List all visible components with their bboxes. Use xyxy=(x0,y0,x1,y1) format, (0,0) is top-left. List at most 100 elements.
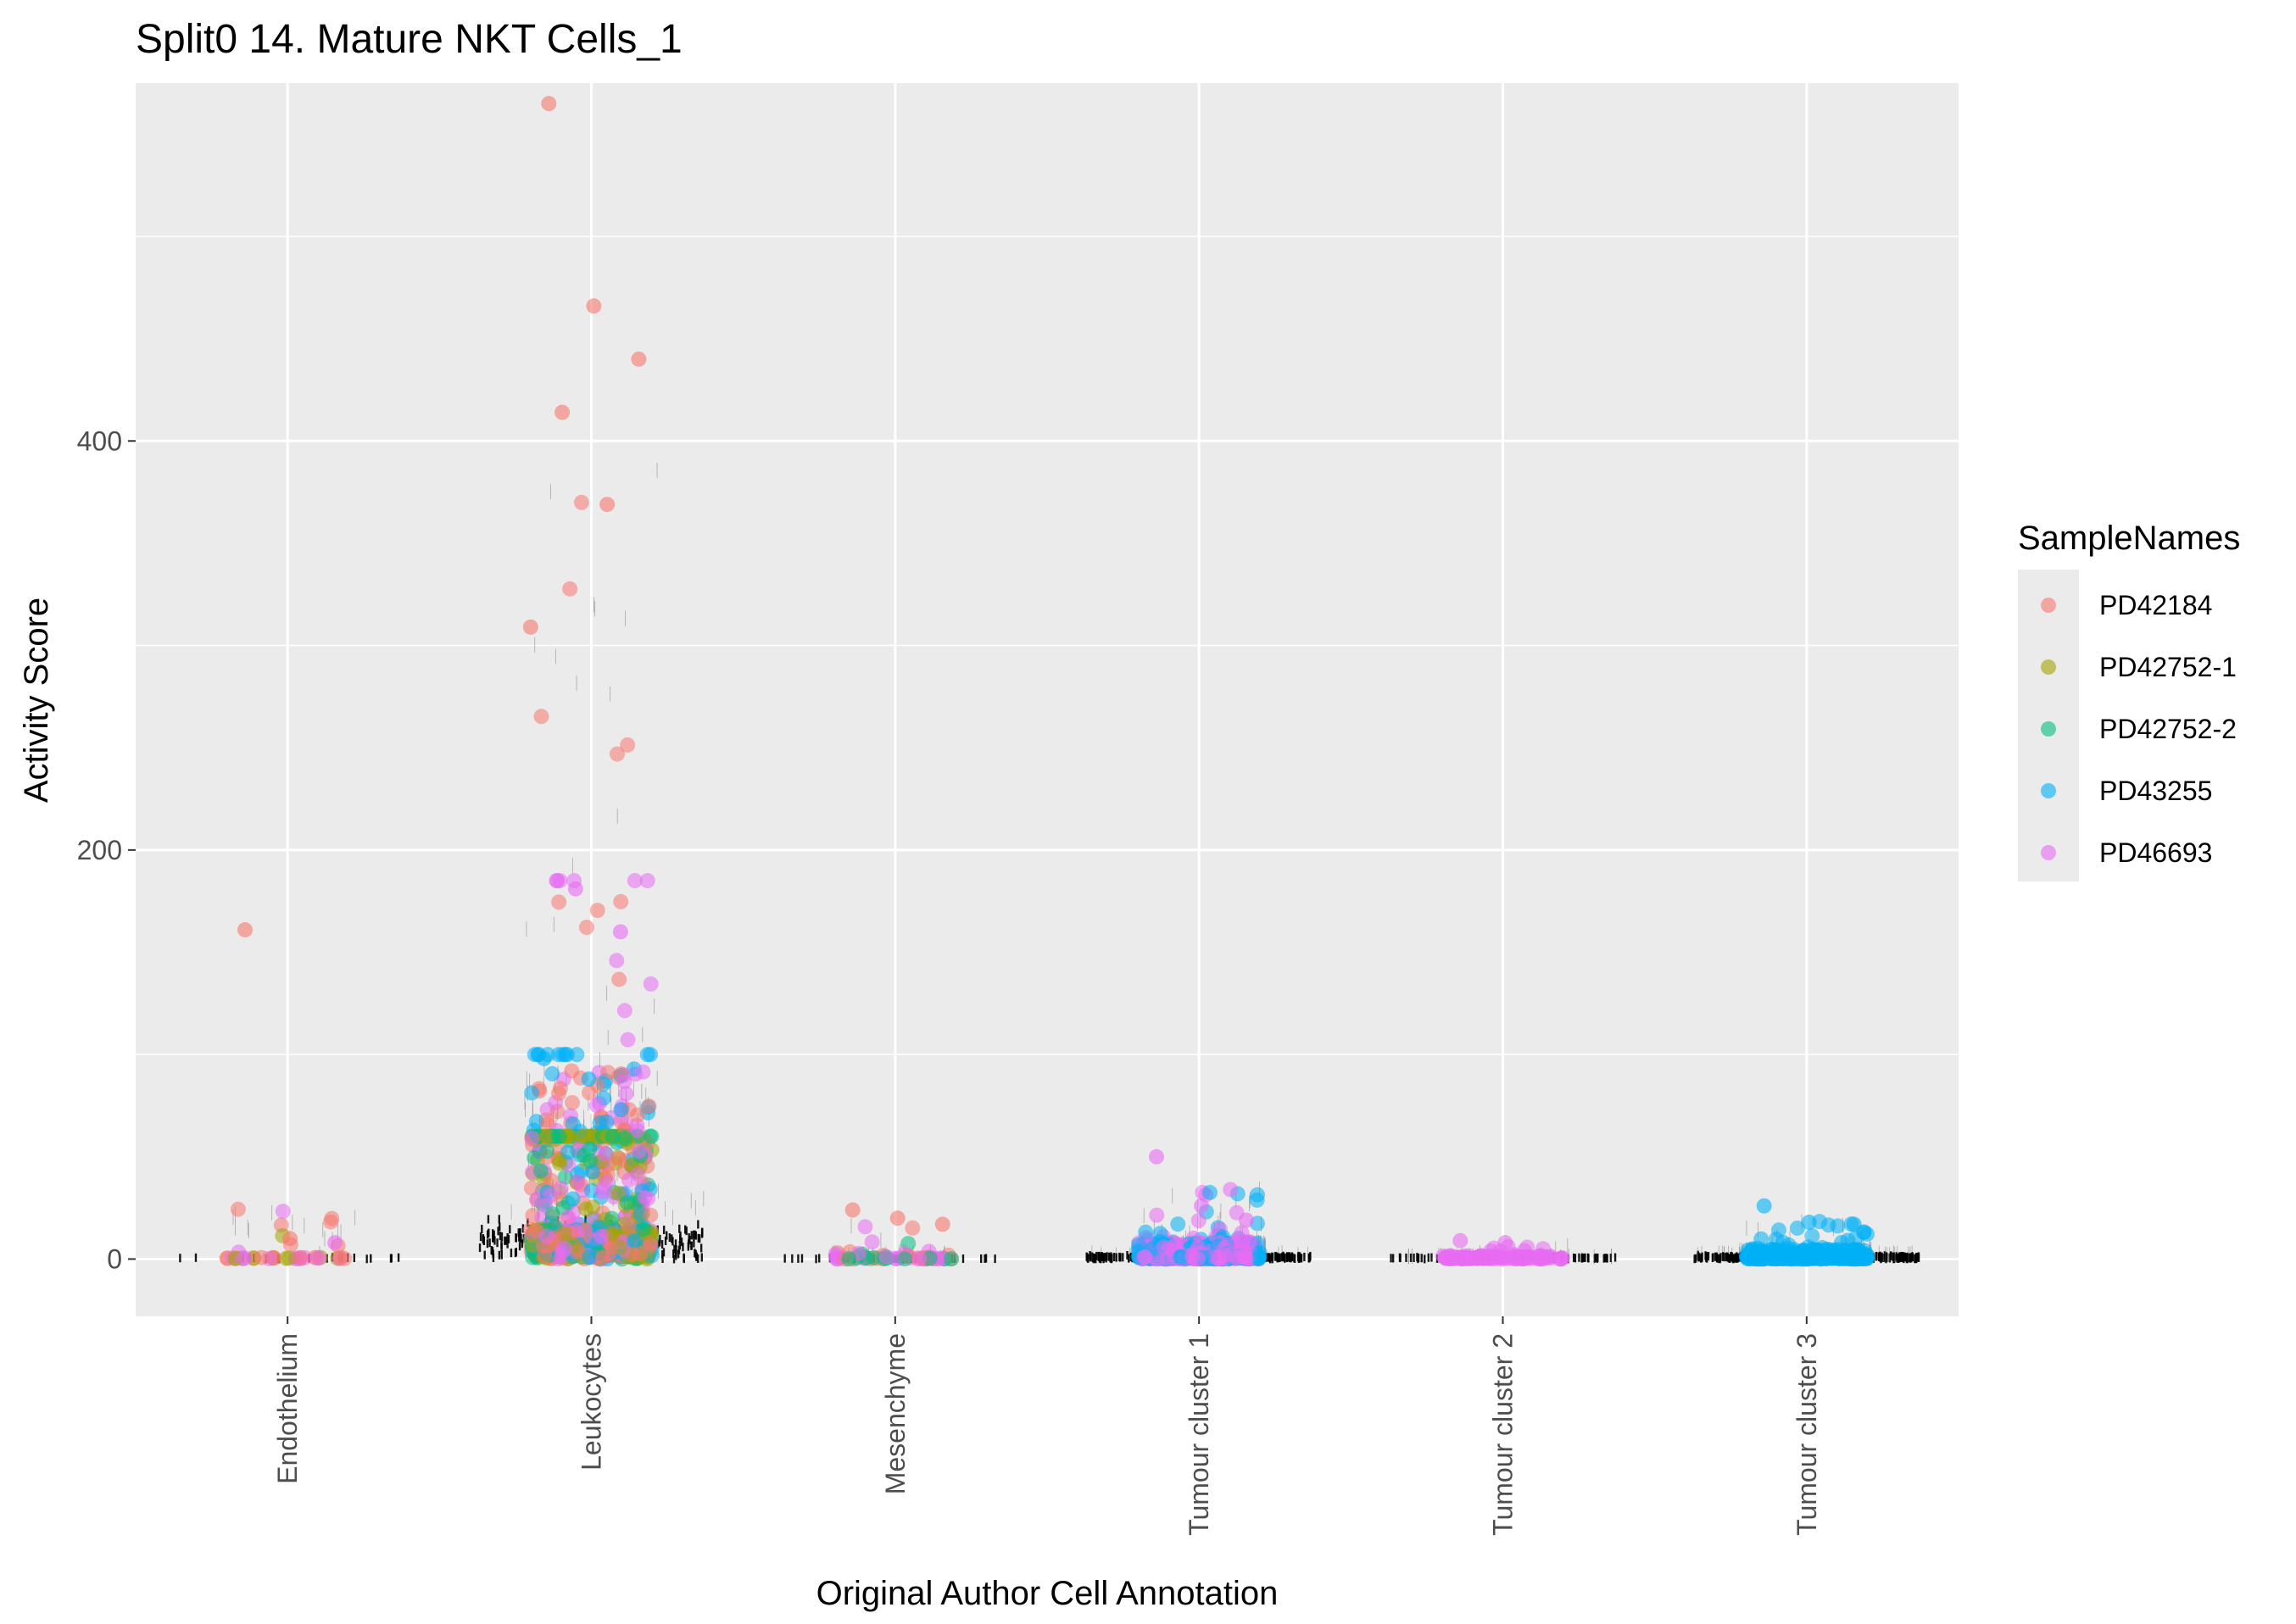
data-point xyxy=(584,1164,600,1180)
data-point xyxy=(565,1191,581,1207)
legend-key-pd42184 xyxy=(2041,598,2056,613)
y-axis-title: Activity Score xyxy=(18,598,55,803)
data-point xyxy=(311,1250,327,1266)
y-tick-label: 400 xyxy=(77,425,122,456)
data-point xyxy=(293,1249,309,1265)
data-point xyxy=(635,1064,651,1080)
data-point xyxy=(562,581,578,597)
data-point xyxy=(254,1249,270,1265)
legend-label: PD42752-2 xyxy=(2099,714,2237,744)
outlier-point xyxy=(844,1202,861,1218)
data-point xyxy=(1156,1239,1172,1255)
data-point xyxy=(337,1250,353,1266)
outlier-point xyxy=(536,1050,552,1066)
data-point xyxy=(1753,1231,1769,1247)
data-point xyxy=(1856,1249,1872,1265)
data-point xyxy=(1804,1228,1820,1244)
data-point xyxy=(1223,1245,1239,1261)
data-point xyxy=(538,1128,554,1144)
data-point xyxy=(551,894,567,910)
y-axis: 0 200 400 xyxy=(77,425,136,1274)
data-point xyxy=(544,1065,560,1082)
data-point xyxy=(1764,1242,1780,1258)
data-point xyxy=(593,1228,609,1244)
data-point xyxy=(1250,1187,1266,1203)
data-point xyxy=(589,903,605,919)
x-tick-label: Leukocytes xyxy=(577,1333,607,1471)
legend-label: PD42752-1 xyxy=(2099,652,2237,682)
data-point xyxy=(600,1065,616,1081)
data-point xyxy=(635,1221,651,1237)
data-point xyxy=(1775,1242,1791,1258)
x-tick-label: Tumour cluster 2 xyxy=(1488,1333,1519,1536)
data-point xyxy=(537,1248,553,1264)
data-point xyxy=(599,1175,616,1191)
outlier-point xyxy=(522,619,538,635)
data-point xyxy=(640,1190,656,1206)
data-point xyxy=(1131,1237,1147,1253)
data-point xyxy=(1173,1249,1189,1265)
data-point xyxy=(629,1107,645,1123)
legend-label: PD46693 xyxy=(2099,837,2212,868)
data-point xyxy=(1491,1249,1507,1265)
outlier-point xyxy=(554,404,571,420)
outlier-point xyxy=(282,1231,298,1247)
data-point xyxy=(552,873,568,889)
major-gridlines xyxy=(136,83,1959,1316)
data-point xyxy=(1190,1251,1207,1267)
outlier-point xyxy=(1801,1215,1817,1231)
data-point xyxy=(611,971,627,987)
data-point xyxy=(1808,1249,1825,1265)
data-point xyxy=(1789,1220,1805,1236)
data-point xyxy=(610,1151,627,1167)
data-point xyxy=(1859,1226,1875,1242)
data-point xyxy=(639,1047,655,1063)
outlier-point xyxy=(934,1216,950,1232)
data-point xyxy=(1223,1182,1239,1198)
data-point xyxy=(551,1155,567,1171)
data-point xyxy=(878,1249,894,1265)
data-point xyxy=(1207,1249,1223,1265)
data-point xyxy=(644,1128,660,1144)
data-point xyxy=(1461,1250,1477,1266)
data-point xyxy=(1250,1249,1266,1265)
data-point xyxy=(613,1102,629,1118)
outlier-point xyxy=(1756,1198,1772,1214)
data-point xyxy=(564,1094,580,1110)
data-point xyxy=(281,1250,297,1266)
data-point xyxy=(617,1131,633,1147)
data-point xyxy=(643,1207,659,1223)
data-point xyxy=(1138,1224,1154,1240)
data-point xyxy=(1237,1249,1253,1265)
data-point xyxy=(620,1032,636,1048)
data-point xyxy=(570,1173,586,1189)
data-point xyxy=(576,1128,592,1144)
data-point xyxy=(544,1206,560,1222)
data-point xyxy=(230,1201,246,1217)
data-point xyxy=(841,1251,857,1267)
x-tick-label: Mesenchyme xyxy=(880,1333,911,1494)
data-point xyxy=(1442,1248,1458,1264)
data-point xyxy=(533,709,549,725)
data-point xyxy=(524,1085,540,1101)
outlier-point xyxy=(581,1071,597,1087)
outlier-point xyxy=(567,881,583,897)
data-point xyxy=(1170,1216,1186,1232)
data-points xyxy=(219,96,1875,1267)
outlier-point xyxy=(541,96,557,112)
minor-gridlines xyxy=(136,236,1959,1055)
outlier-point xyxy=(1846,1216,1862,1232)
data-point xyxy=(944,1251,960,1267)
data-point xyxy=(598,1146,614,1162)
plot-panel xyxy=(136,83,1959,1316)
legend: SampleNames PD42184 PD42752-1 PD42752-2 PD4… xyxy=(2018,520,2240,882)
data-point xyxy=(905,1220,921,1236)
data-point xyxy=(609,953,625,969)
data-point xyxy=(1770,1222,1786,1238)
outlier-point xyxy=(1149,1148,1164,1165)
y-tick-label: 0 xyxy=(107,1243,122,1274)
data-point xyxy=(573,494,589,510)
data-point xyxy=(275,1204,291,1220)
data-point xyxy=(609,746,625,762)
data-point xyxy=(1149,1207,1165,1223)
